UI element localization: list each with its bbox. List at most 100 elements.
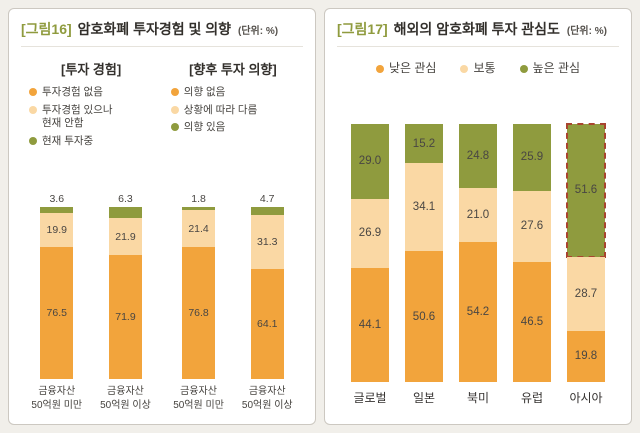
bar-segment: 19.8 <box>567 330 605 382</box>
legend-dot-icon <box>29 105 37 114</box>
panel-fig17: [그림17] 해외의 암호화폐 투자 관심도 (단위: %) 낮은 관심 보통 높은… <box>324 8 632 425</box>
bar-value-label: 27.6 <box>520 220 544 233</box>
bar-column: 25.9 27.6 46.5 유럽 <box>513 123 551 406</box>
bars-overseas-interest: 29.0 26.9 44.1 글로벌 15.2 34.1 50.6 일본 24.8 21.0 54.… <box>337 122 619 406</box>
bar-segment: 21.0 <box>459 187 497 242</box>
bar-column: 24.8 21.0 54.2 북미 <box>459 123 497 406</box>
bar-segment: 34.1 <box>405 163 443 252</box>
bar-segment: 27.6 <box>513 190 551 262</box>
bar-value-label: 15.2 <box>412 137 436 150</box>
bar-category-label: 금융자산 50억원 이상 <box>100 386 151 411</box>
bar-value-label: 51.6 <box>574 184 598 197</box>
bar-segment: 1.8 <box>182 193 216 211</box>
bar-segment: 54.2 <box>459 241 497 382</box>
bar-column: 15.2 34.1 50.6 일본 <box>405 124 443 406</box>
bar-segment: 4.7 <box>250 193 284 215</box>
bar-value-label: 34.1 <box>412 201 436 214</box>
bar-value-label: 54.2 <box>466 305 490 318</box>
legend-item: 보통 <box>460 61 496 77</box>
bar-segment: 15.2 <box>405 124 443 164</box>
bar-value-label: 3.6 <box>49 193 65 206</box>
chart-subtitle: [향후 투자 의향] <box>189 62 277 77</box>
bar-segment: 6.3 <box>108 193 142 218</box>
legend-dot-icon <box>460 64 469 73</box>
bar-segment: 21.9 <box>108 217 142 256</box>
stacked-bar: 24.8 21.0 54.2 <box>459 123 497 382</box>
fig16-tag: [그림16] <box>21 21 72 37</box>
bar-category-label: 글로벌 <box>353 390 387 405</box>
bar-category-label: 유럽 <box>520 390 544 405</box>
bar-value-label: 50.6 <box>412 310 436 323</box>
bar-column: 6.3 21.9 71.9 금융자산 50억원 이상 <box>100 193 151 412</box>
bar-value-label: 26.9 <box>358 227 382 240</box>
bar-segment: 71.9 <box>108 255 142 379</box>
legend-item: 투자경험 있으나 현재 안함 <box>29 104 151 131</box>
bar-column: 29.0 26.9 44.1 글로벌 <box>351 123 389 406</box>
bar-value-label: 4.7 <box>259 192 275 205</box>
bar-segment: 21.4 <box>182 210 216 247</box>
legend-label: 의향 없음 <box>183 86 226 98</box>
bar-segment: 19.9 <box>40 213 74 248</box>
legend-label: 낮은 관심 <box>388 61 437 75</box>
bar-segment: 26.9 <box>351 198 389 269</box>
fig17-body: 낮은 관심 보통 높은 관심 29.0 26.9 44.1 글로벌 15.2 34.1 50.6… <box>337 47 619 412</box>
stacked-bar: 51.6 28.7 19.8 <box>566 122 606 382</box>
bar-value-label: 76.5 <box>46 307 67 320</box>
stacked-bar: 25.9 27.6 46.5 <box>513 123 551 382</box>
fig17-title: 해외의 암호화폐 투자 관심도 <box>393 21 560 37</box>
bar-segment: 76.8 <box>182 246 216 379</box>
legend-label: 보통 <box>473 61 496 75</box>
bars-investment-experience: 3.6 19.9 76.5 금융자산 50억원 미만 6.3 21.9 71.9 금융자산 5… <box>31 193 151 412</box>
bar-column: 4.7 31.3 64.1 금융자산 50억원 이상 <box>241 193 293 412</box>
stacked-bar: 1.8 21.4 76.8 <box>182 193 216 379</box>
bar-category-label: 금융자산 50억원 이상 <box>241 386 293 411</box>
bar-value-label: 31.3 <box>257 235 278 248</box>
fig16-header: [그림16] 암호화폐 투자경험 및 의향 (단위: %) <box>21 19 303 47</box>
chart-subtitle: [투자 경험] <box>61 62 122 77</box>
stacked-bar: 29.0 26.9 44.1 <box>351 123 389 382</box>
bar-column: 3.6 19.9 76.5 금융자산 50억원 미만 <box>31 193 83 412</box>
legend-label: 투자경험 없음 <box>42 86 103 98</box>
bar-value-label: 28.7 <box>574 287 598 300</box>
bar-value-label: 64.1 <box>257 317 278 330</box>
bar-segment: 76.5 <box>40 247 74 379</box>
bar-value-label: 44.1 <box>358 318 382 331</box>
legend-overseas-interest: 낮은 관심 보통 높은 관심 <box>337 61 619 77</box>
bar-value-label: 25.9 <box>520 151 544 164</box>
bar-value-label: 19.9 <box>46 224 67 237</box>
bar-value-label: 1.8 <box>191 193 206 206</box>
stacked-bar: 6.3 21.9 71.9 <box>108 193 142 379</box>
bar-segment: 25.9 <box>513 123 551 191</box>
bar-segment: 28.7 <box>567 256 605 331</box>
legend-dot-icon <box>29 88 37 96</box>
legend-item: 현재 투자중 <box>29 135 151 149</box>
bar-value-label: 76.8 <box>188 306 209 319</box>
legend-label: 높은 관심 <box>532 61 581 75</box>
stacked-bar: 4.7 31.3 64.1 <box>250 193 284 379</box>
bar-value-label: 6.3 <box>118 192 133 205</box>
legend-item: 낮은 관심 <box>375 61 437 77</box>
legend-dot-icon <box>170 123 179 132</box>
fig17-unit: (단위: %) <box>566 26 607 37</box>
stacked-bar: 15.2 34.1 50.6 <box>405 124 443 382</box>
legend-label: 투자경험 있으나 현재 안함 <box>42 103 113 130</box>
legend-item: 상황에 따라 다름 <box>170 103 293 118</box>
bar-value-label: 29.0 <box>358 155 382 168</box>
legend-label: 현재 투자중 <box>42 134 94 147</box>
bar-segment: 50.6 <box>405 251 443 382</box>
bar-value-label: 21.9 <box>115 230 136 243</box>
legend-label: 상황에 따라 다름 <box>183 103 258 116</box>
panel-fig16: [그림16] 암호화폐 투자경험 및 의향 (단위: %) [투자 경험] 투자… <box>8 8 316 425</box>
bar-segment: 64.1 <box>250 268 284 379</box>
bar-segment: 3.6 <box>40 193 74 214</box>
fig16-unit: (단위: %) <box>238 26 279 37</box>
bar-category-label: 금융자산 50억원 미만 <box>31 386 83 411</box>
bar-segment: 44.1 <box>351 268 389 382</box>
legend-label: 의향 있음 <box>183 121 226 134</box>
bar-segment: 46.5 <box>513 261 551 382</box>
legend-dot-icon <box>519 64 528 73</box>
spacer <box>337 406 619 412</box>
